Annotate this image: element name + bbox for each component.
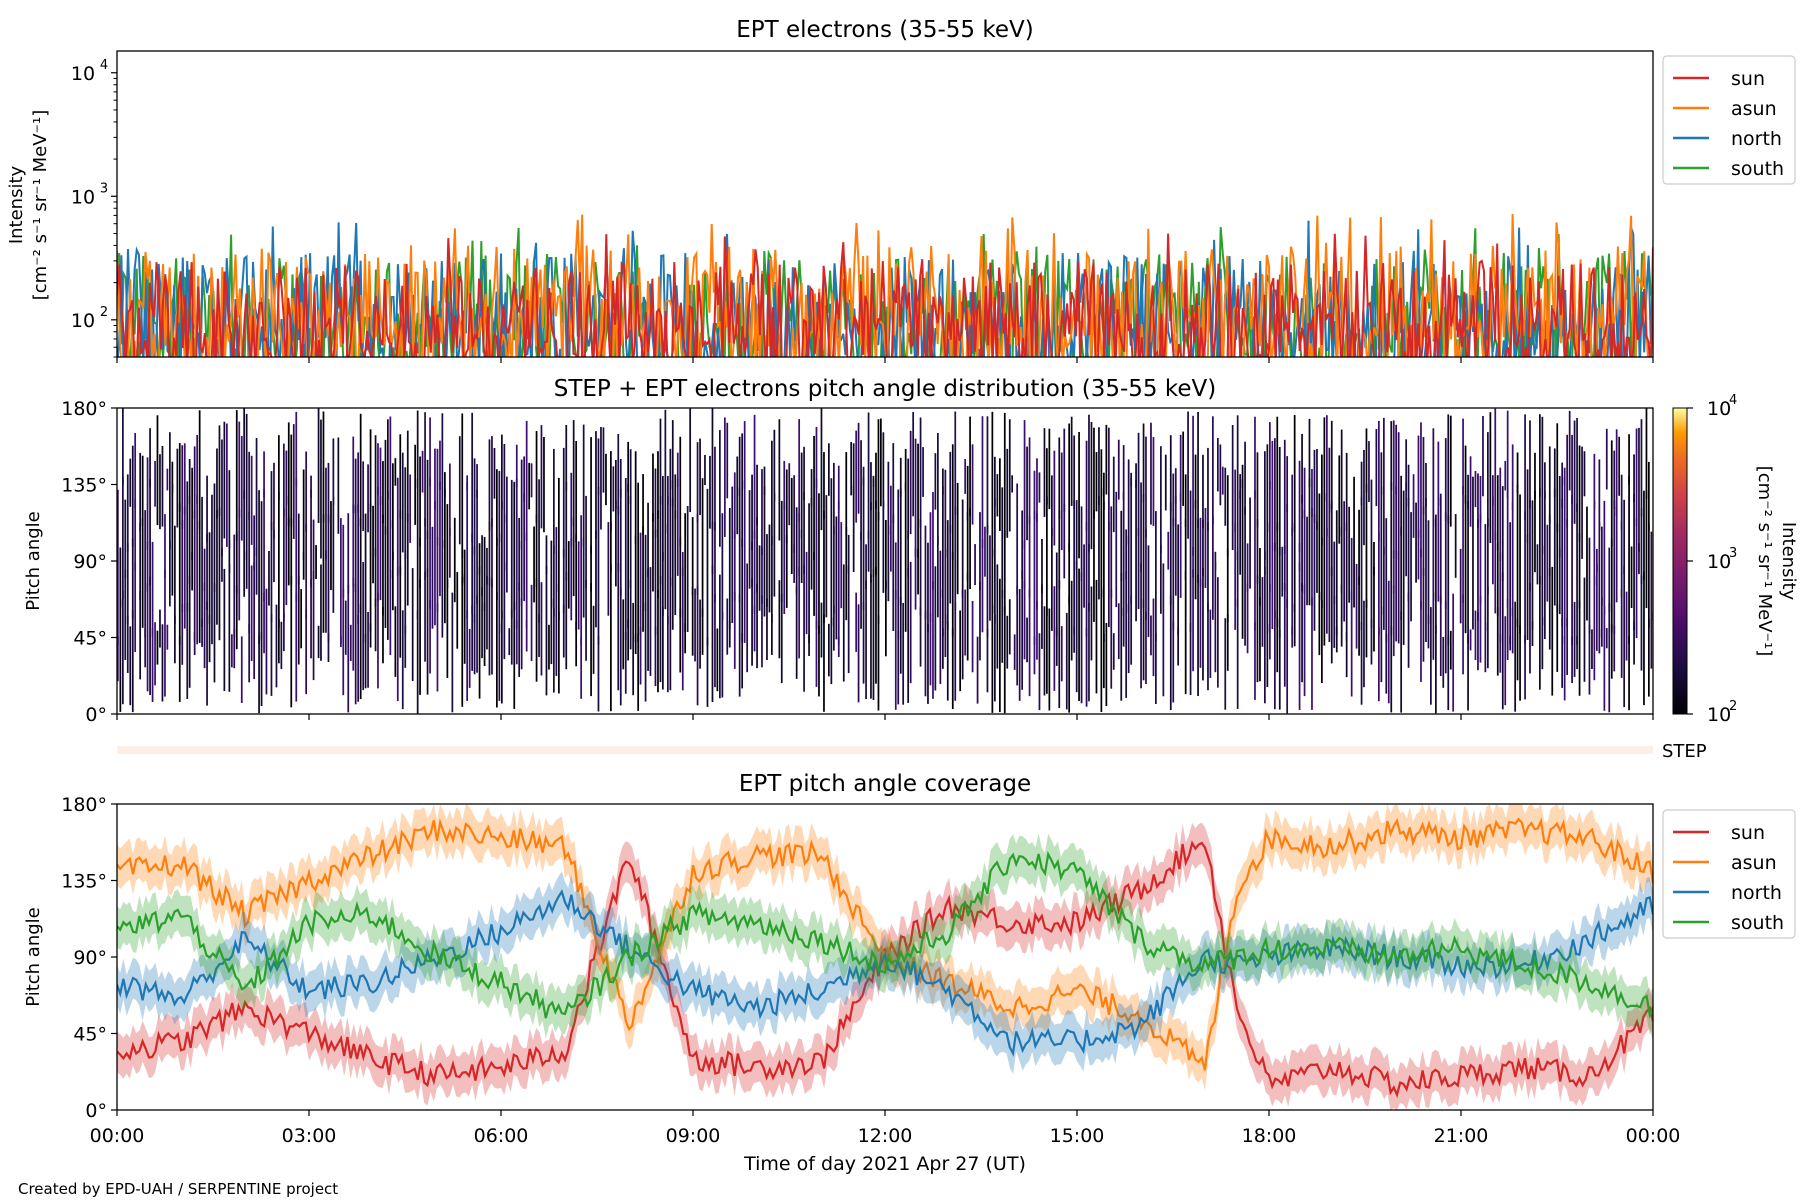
- panel1-y-tick-label: 10: [71, 63, 95, 85]
- panel3-series-south: [117, 850, 1653, 1019]
- panel3-y-tick-label: 135°: [61, 871, 107, 893]
- x-tick-label: 00:00: [1626, 1125, 1681, 1147]
- step-band: [117, 746, 1653, 754]
- svg-text:[cm⁻² s⁻¹ sr⁻¹ MeV⁻¹]: [cm⁻² s⁻¹ sr⁻¹ MeV⁻¹]: [30, 110, 51, 301]
- svg-text:4: 4: [1729, 393, 1737, 408]
- credit-text: Created by EPD-UAH / SERPENTINE project: [18, 1180, 339, 1198]
- x-tick-label: 03:00: [282, 1125, 337, 1147]
- panel3-legend: sun asun north south: [1662, 809, 1796, 939]
- panel3-y-label: Pitch angle: [23, 907, 44, 1006]
- legend-label-north: north: [1731, 882, 1782, 904]
- svg-text:2: 2: [1729, 699, 1737, 714]
- panel3-y-tick-label: 45°: [73, 1024, 107, 1046]
- panel1-y-tick-label: 10: [71, 186, 95, 208]
- x-axis-label: Time of day 2021 Apr 27 (UT): [743, 1153, 1026, 1175]
- legend-label-south: south: [1731, 158, 1784, 180]
- svg-text:3: 3: [1729, 546, 1737, 561]
- x-tick-label: 12:00: [858, 1125, 913, 1147]
- x-tick-label: 15:00: [1050, 1125, 1105, 1147]
- x-tick-label: 06:00: [474, 1125, 529, 1147]
- panel2-heatmap: [117, 408, 1653, 714]
- svg-text:Intensity: Intensity: [6, 165, 27, 244]
- panel1-plot-area: [117, 213, 1653, 357]
- panel1-y-tick-label: 10: [71, 310, 95, 332]
- panel3-y-tick-label: 0°: [85, 1100, 107, 1122]
- colorbar-label: Intensity [cm⁻² s⁻¹ sr⁻¹ MeV⁻¹]: [1754, 466, 1799, 657]
- panel2-y-label: Pitch angle: [23, 511, 44, 610]
- panel1-y-label: Intensity [cm⁻² s⁻¹ sr⁻¹ MeV⁻¹]: [6, 110, 51, 301]
- svg-text:3: 3: [100, 181, 108, 196]
- legend-label-north: north: [1731, 128, 1782, 150]
- panel2-y-tick-label: 45°: [73, 628, 107, 650]
- panel2-y-tick-label: 135°: [61, 475, 107, 497]
- panel1-series-sun: [117, 233, 1653, 357]
- colorbar-tick-label: 10: [1707, 398, 1731, 420]
- panel3-band-south: [117, 833, 1653, 1039]
- x-tick-label: 00:00: [90, 1125, 145, 1147]
- panel1-title: EPT electrons (35-55 keV): [736, 17, 1033, 43]
- panel3-y-ticks: 0° 45° 90° 135° 180°: [61, 794, 117, 1122]
- panel1-legend: sun asun north south: [1662, 55, 1796, 185]
- legend-box: [1662, 55, 1796, 185]
- legend-label-south: south: [1731, 912, 1784, 934]
- colorbar-tick-label: 10: [1707, 704, 1731, 726]
- svg-text:2: 2: [100, 305, 108, 320]
- panel2-y-tick-label: 180°: [61, 398, 107, 420]
- panel2-y-tick-label: 0°: [85, 704, 107, 726]
- panel3-title: EPT pitch angle coverage: [739, 771, 1031, 797]
- legend-box: [1662, 809, 1796, 939]
- panel2-y-ticks: 0° 45° 90° 135° 180°: [61, 398, 117, 726]
- colorbar: [1672, 407, 1688, 715]
- panel2-title: STEP + EPT electrons pitch angle distrib…: [554, 376, 1216, 402]
- legend-label-sun: sun: [1731, 822, 1765, 844]
- step-label: STEP: [1662, 741, 1707, 762]
- svg-text:[cm⁻² s⁻¹ sr⁻¹ MeV⁻¹]: [cm⁻² s⁻¹ sr⁻¹ MeV⁻¹]: [1754, 466, 1775, 657]
- svg-text:Intensity: Intensity: [1778, 522, 1799, 601]
- panel1-y-ticks: 10 2 10 3 10 4: [71, 58, 117, 358]
- x-axis-ticks: 00:00 03:00 06:00 09:00 12:00 15:00 18:00 21:00…: [90, 357, 1681, 1147]
- legend-label-asun: asun: [1731, 98, 1777, 120]
- x-tick-label: 18:00: [1242, 1125, 1297, 1147]
- legend-label-asun: asun: [1731, 852, 1777, 874]
- legend-label-sun: sun: [1731, 68, 1765, 90]
- svg-text:4: 4: [100, 58, 108, 73]
- panel3-band-asun: [117, 804, 1653, 1091]
- x-tick-label: 09:00: [666, 1125, 721, 1147]
- panel2-y-tick-label: 90°: [73, 551, 107, 573]
- panel3-y-tick-label: 180°: [61, 794, 107, 816]
- panel3-series-north: [117, 889, 1653, 1058]
- colorbar-tick-label: 10: [1707, 551, 1731, 573]
- x-tick-label: 21:00: [1434, 1125, 1489, 1147]
- panel3-plot-area: [117, 804, 1653, 1110]
- panel3-series-sun: [117, 840, 1653, 1099]
- panel3-y-tick-label: 90°: [73, 947, 107, 969]
